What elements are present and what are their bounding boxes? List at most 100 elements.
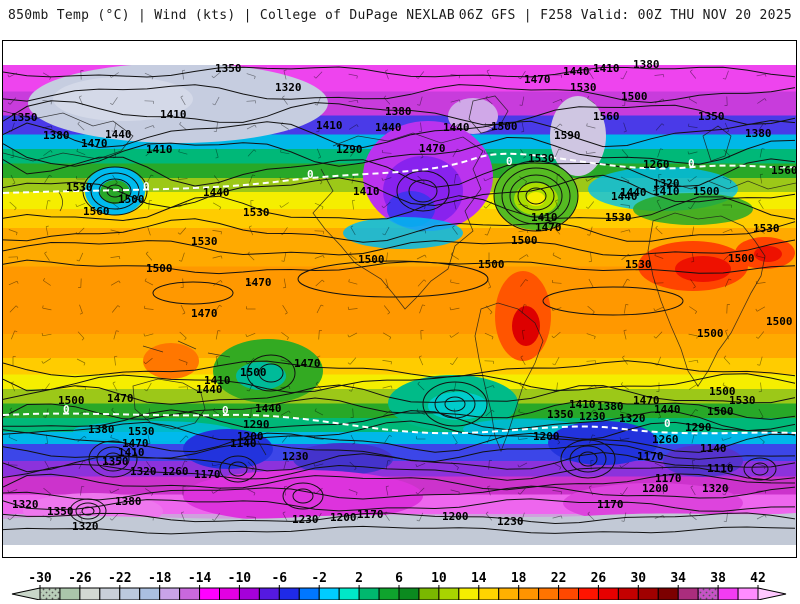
svg-text:1380: 1380: [633, 58, 660, 71]
svg-text:1290: 1290: [336, 143, 363, 156]
svg-text:6: 6: [395, 571, 403, 586]
svg-text:1530: 1530: [528, 152, 555, 165]
svg-text:1440: 1440: [105, 128, 132, 141]
svg-text:1200: 1200: [533, 430, 560, 443]
svg-text:1140: 1140: [700, 442, 727, 455]
svg-text:1560: 1560: [593, 110, 620, 123]
svg-text:1440: 1440: [563, 65, 590, 78]
svg-text:-10: -10: [228, 571, 252, 586]
svg-text:1470: 1470: [81, 137, 108, 150]
svg-text:1410: 1410: [531, 211, 558, 224]
weather-map: 1350132013801350141013801440147014101410…: [3, 41, 796, 557]
svg-text:1200: 1200: [642, 482, 669, 495]
svg-text:1380: 1380: [115, 495, 142, 508]
svg-text:1590: 1590: [554, 129, 581, 142]
svg-text:1470: 1470: [245, 276, 272, 289]
svg-text:1530: 1530: [753, 222, 780, 235]
svg-text:18: 18: [511, 571, 527, 586]
svg-text:1320: 1320: [12, 498, 39, 511]
svg-text:1500: 1500: [58, 394, 85, 407]
svg-text:0: 0: [506, 155, 513, 168]
svg-text:0: 0: [222, 404, 229, 417]
svg-text:1260: 1260: [162, 465, 189, 478]
svg-text:1530: 1530: [605, 211, 632, 224]
svg-text:1560: 1560: [83, 205, 110, 218]
svg-text:1380: 1380: [385, 105, 412, 118]
svg-text:1140: 1140: [230, 437, 257, 450]
svg-text:1440: 1440: [375, 121, 402, 134]
svg-text:1290: 1290: [685, 421, 712, 434]
svg-text:1170: 1170: [597, 498, 624, 511]
svg-text:1260: 1260: [652, 433, 679, 446]
svg-text:1500: 1500: [240, 366, 267, 379]
svg-text:26: 26: [591, 571, 607, 586]
svg-text:-26: -26: [68, 571, 92, 586]
svg-text:1410: 1410: [160, 108, 187, 121]
svg-text:1530: 1530: [625, 258, 652, 271]
svg-text:1200: 1200: [330, 511, 357, 524]
svg-text:1170: 1170: [194, 468, 221, 481]
svg-text:1410: 1410: [316, 119, 343, 132]
svg-text:1470: 1470: [191, 307, 218, 320]
svg-text:1530: 1530: [66, 181, 93, 194]
map-title-left: 850mb Temp (°C) | Wind (kts) | College o…: [8, 8, 455, 23]
svg-text:14: 14: [471, 571, 487, 586]
svg-text:1350: 1350: [102, 455, 129, 468]
svg-text:1500: 1500: [118, 193, 145, 206]
svg-text:0: 0: [63, 403, 70, 416]
svg-text:1410: 1410: [353, 185, 380, 198]
svg-text:42: 42: [750, 571, 766, 586]
svg-text:1230: 1230: [497, 515, 524, 528]
svg-text:1440: 1440: [443, 121, 470, 134]
svg-text:1440: 1440: [196, 383, 223, 396]
svg-text:1500: 1500: [766, 315, 793, 328]
svg-text:0: 0: [143, 180, 150, 193]
svg-text:1470: 1470: [419, 142, 446, 155]
svg-text:1230: 1230: [282, 450, 309, 463]
svg-text:1440: 1440: [654, 403, 681, 416]
svg-text:1260: 1260: [643, 158, 670, 171]
svg-text:1560: 1560: [771, 164, 796, 177]
svg-text:1170: 1170: [637, 450, 664, 463]
svg-text:1320: 1320: [72, 520, 99, 533]
svg-text:38: 38: [710, 571, 726, 586]
svg-text:-30: -30: [28, 571, 52, 586]
map-title-right: 06Z GFS | F258 Valid: 00Z THU NOV 20 202…: [459, 8, 792, 23]
svg-text:1320: 1320: [275, 81, 302, 94]
svg-text:30: 30: [630, 571, 646, 586]
svg-text:1500: 1500: [728, 252, 755, 265]
svg-text:1500: 1500: [478, 258, 505, 271]
svg-text:1320: 1320: [130, 465, 157, 478]
svg-text:22: 22: [551, 571, 567, 586]
svg-text:0: 0: [307, 168, 314, 181]
svg-text:1500: 1500: [511, 234, 538, 247]
svg-text:1350: 1350: [11, 111, 38, 124]
svg-text:34: 34: [670, 571, 686, 586]
svg-text:2: 2: [355, 571, 363, 586]
svg-text:1470: 1470: [107, 392, 134, 405]
svg-text:1110: 1110: [707, 462, 734, 475]
header-bar: 850mb Temp (°C) | Wind (kts) | College o…: [0, 0, 800, 40]
svg-text:-2: -2: [311, 571, 327, 586]
svg-text:1380: 1380: [745, 127, 772, 140]
svg-text:1530: 1530: [191, 235, 218, 248]
svg-text:1410: 1410: [653, 185, 680, 198]
svg-text:1200: 1200: [442, 510, 469, 523]
svg-text:1380: 1380: [88, 423, 115, 436]
svg-text:1530: 1530: [243, 206, 270, 219]
svg-text:1500: 1500: [358, 253, 385, 266]
svg-text:1440: 1440: [611, 190, 638, 203]
svg-text:1410: 1410: [146, 143, 173, 156]
svg-text:1230: 1230: [292, 513, 319, 526]
svg-text:1470: 1470: [524, 73, 551, 86]
svg-text:1350: 1350: [215, 62, 242, 75]
svg-text:1440: 1440: [203, 186, 230, 199]
svg-text:1380: 1380: [43, 129, 70, 142]
svg-text:1170: 1170: [357, 508, 384, 521]
svg-text:1500: 1500: [621, 90, 648, 103]
svg-text:0: 0: [664, 417, 671, 430]
